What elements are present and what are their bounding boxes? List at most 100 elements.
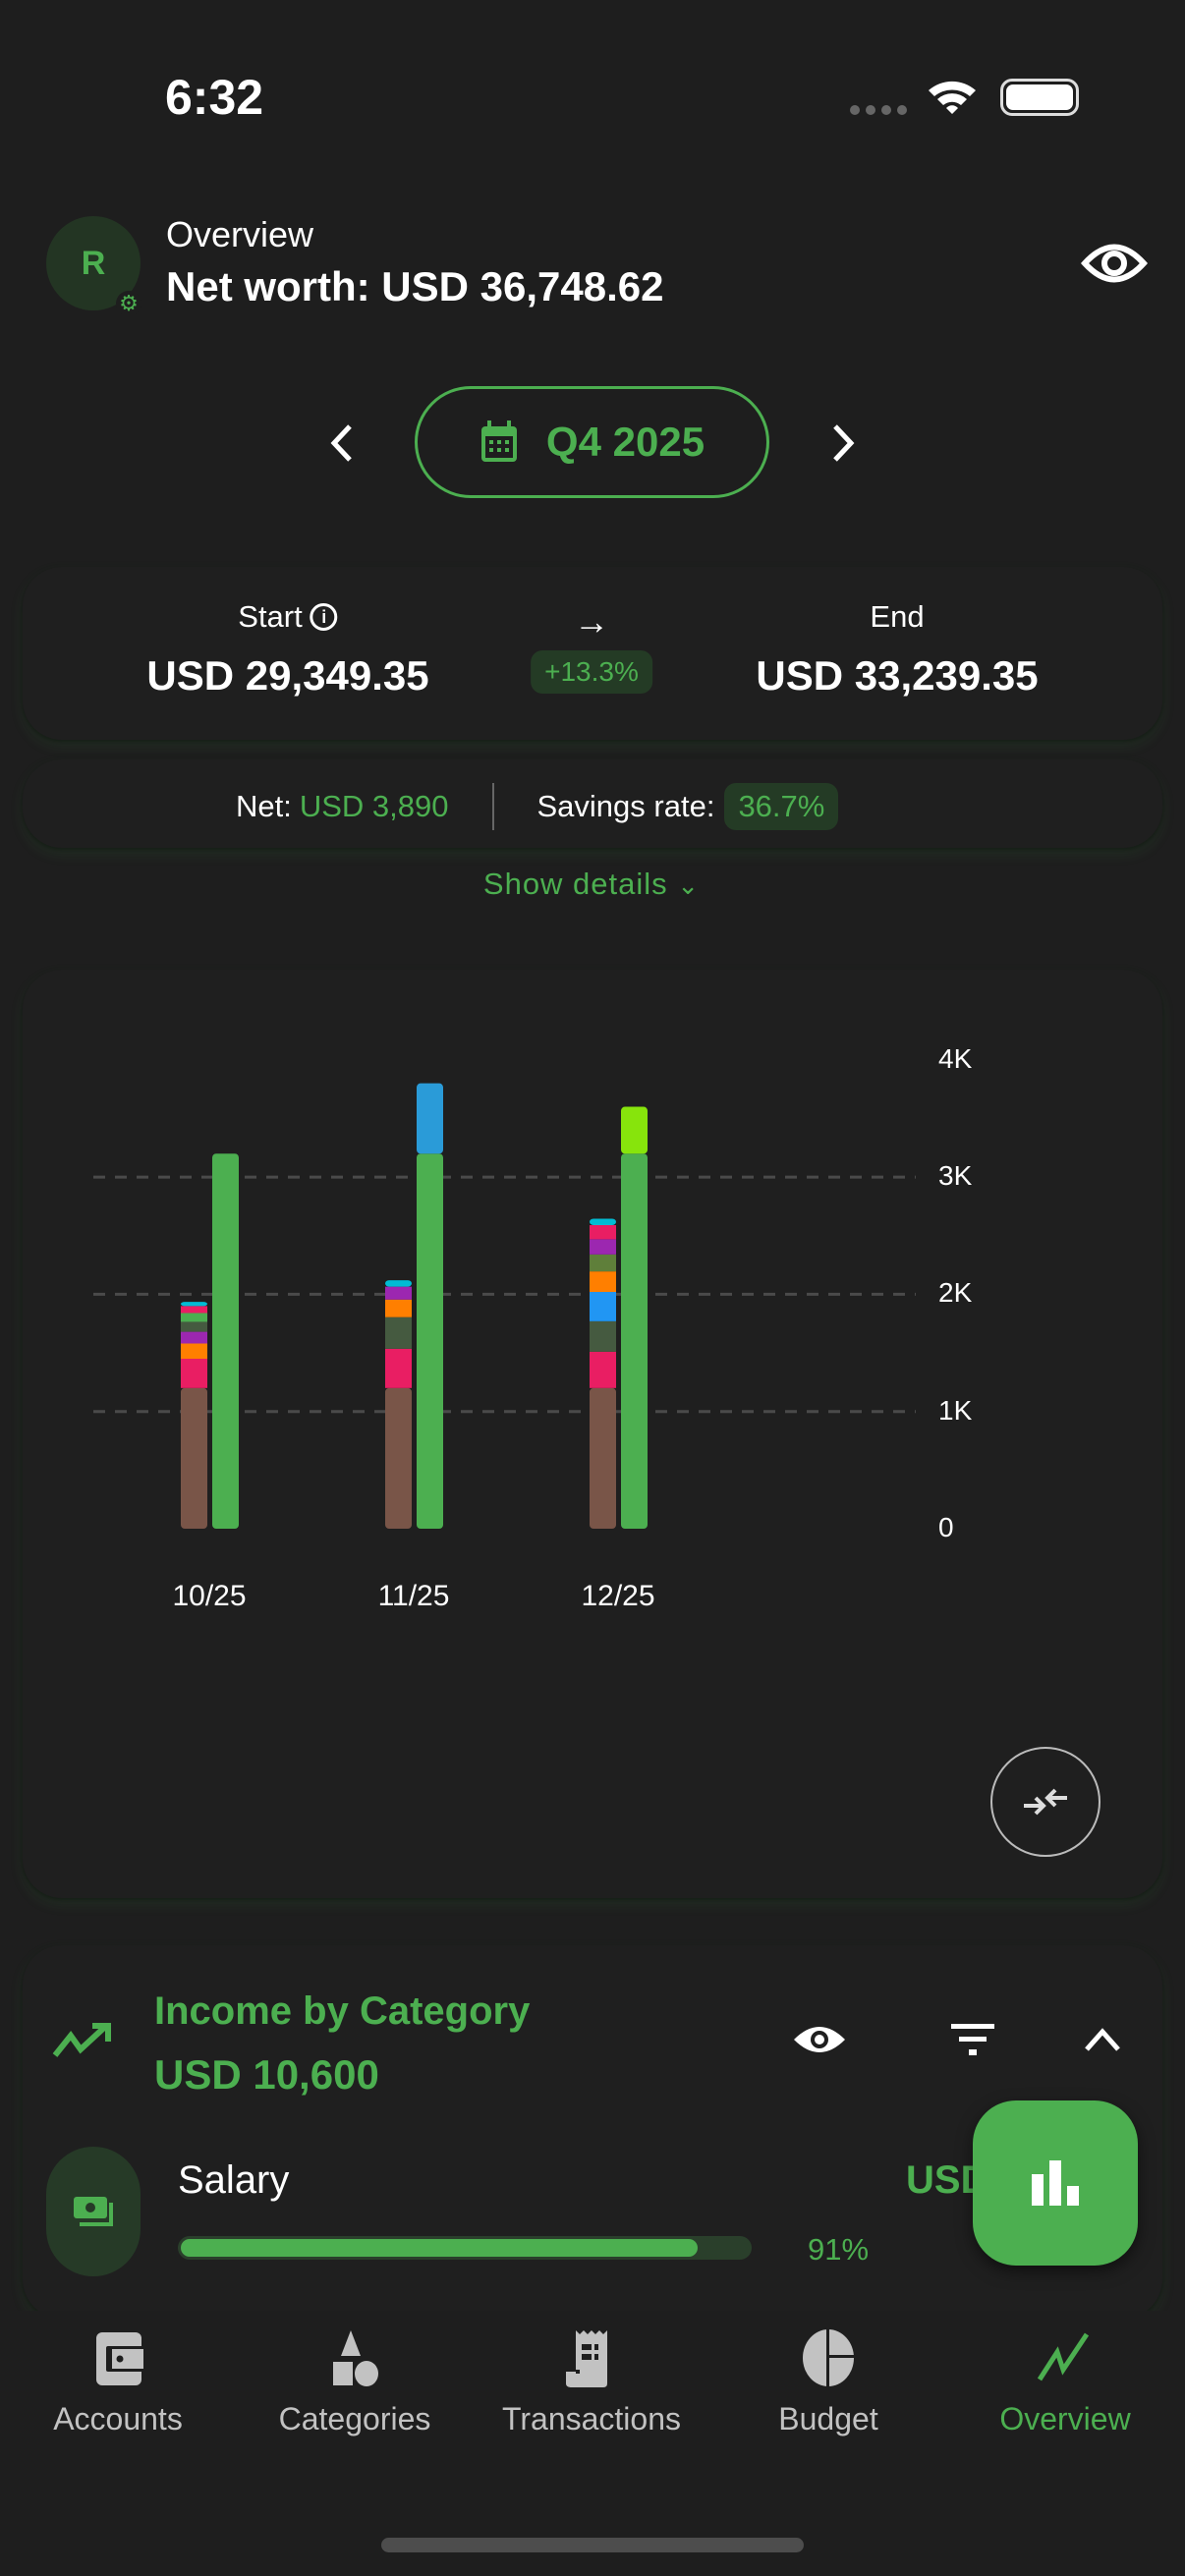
savings-label: Savings rate: xyxy=(536,789,715,823)
nav-transactions[interactable]: Transactions xyxy=(483,2328,700,2437)
nav-label: Transactions xyxy=(502,2401,681,2436)
eye-icon[interactable] xyxy=(791,2020,848,2059)
category-name: Salary xyxy=(178,2158,290,2202)
start-label: Start xyxy=(238,599,303,634)
expense-bar-segment[interactable] xyxy=(385,1387,412,1529)
expense-bar-segment[interactable] xyxy=(181,1302,207,1307)
expense-bar-segment[interactable] xyxy=(385,1316,412,1349)
salary-icon-badge xyxy=(46,2147,141,2276)
income-bar-segment[interactable] xyxy=(212,1153,239,1529)
arrow-right-icon: → xyxy=(574,601,609,642)
avatar[interactable]: R xyxy=(46,216,141,310)
net-card xyxy=(23,759,1162,848)
x-tick-label: 12/25 xyxy=(581,1580,655,1612)
expense-bar-segment[interactable] xyxy=(590,1351,616,1388)
expense-bar-segment[interactable] xyxy=(590,1387,616,1529)
expense-bar-segment[interactable] xyxy=(181,1343,207,1360)
page-title: Overview xyxy=(166,214,314,254)
chevron-down-icon: ⌄ xyxy=(677,870,701,900)
category-percent: 91% xyxy=(808,2232,870,2267)
nav-accounts[interactable]: Accounts xyxy=(10,2328,226,2437)
y-tick-label: 0 xyxy=(938,1512,954,1542)
calendar-icon xyxy=(480,420,517,462)
income-bar-segment[interactable] xyxy=(417,1153,443,1529)
home-indicator[interactable] xyxy=(381,2538,804,2552)
y-tick-label: 3K xyxy=(938,1160,973,1192)
y-tick-label: 2K xyxy=(938,1277,973,1309)
expense-bar-segment[interactable] xyxy=(385,1280,412,1287)
net-row: Net: USD 3,890 Savings rate: 36.7% xyxy=(236,783,839,830)
filter-icon[interactable] xyxy=(949,2022,996,2057)
swap-arrows-icon xyxy=(1024,1788,1067,1816)
y-tick-label: 1K xyxy=(938,1394,973,1426)
bar-chart-icon xyxy=(1032,2160,1079,2206)
chart-fab-button[interactable] xyxy=(973,2100,1138,2266)
wifi-icon xyxy=(929,81,976,114)
net-label: Net: xyxy=(236,789,292,823)
nav-overview[interactable]: Overview xyxy=(957,2328,1173,2437)
show-details-button[interactable]: Show details ⌄ xyxy=(483,867,700,902)
category-progress-bar xyxy=(178,2236,752,2260)
change-badge: +13.3% xyxy=(531,650,652,694)
expense-bar-segment[interactable] xyxy=(385,1348,412,1388)
expense-bar-segment[interactable] xyxy=(590,1271,616,1293)
nav-categories[interactable]: Categories xyxy=(247,2328,463,2437)
battery-icon xyxy=(1000,79,1079,116)
avatar-letter: R xyxy=(81,244,106,282)
expense-bar-segment[interactable] xyxy=(590,1239,616,1255)
period-label: Q4 2025 xyxy=(545,419,705,465)
expense-bar-segment[interactable] xyxy=(181,1387,207,1529)
status-time: 6:32 xyxy=(165,70,264,125)
income-bar-segment[interactable] xyxy=(621,1106,648,1154)
net-worth: Net worth: USD 36,748.62 xyxy=(166,263,664,309)
wallet-icon xyxy=(96,2332,145,2385)
divider xyxy=(491,783,494,830)
expense-bar-segment[interactable] xyxy=(181,1359,207,1388)
expense-bar-segment[interactable] xyxy=(181,1321,207,1332)
bar-chart xyxy=(93,1083,916,1529)
end-label: End xyxy=(870,599,925,634)
expense-bar-segment[interactable] xyxy=(590,1254,616,1272)
savings-badge: 36.7% xyxy=(724,783,839,830)
next-period-button[interactable] xyxy=(827,422,859,464)
expense-bar-segment[interactable] xyxy=(590,1292,616,1321)
expense-bar-segment[interactable] xyxy=(181,1306,207,1314)
period-selector[interactable]: Q4 2025 xyxy=(415,386,769,498)
money-icon xyxy=(74,2197,113,2226)
nav-label: Categories xyxy=(278,2401,431,2436)
start-value: USD 29,349.35 xyxy=(146,652,429,699)
end-value: USD 33,239.35 xyxy=(756,652,1039,699)
income-title: Income by Category xyxy=(154,1989,531,2033)
previous-period-button[interactable] xyxy=(326,422,358,464)
signal-icon xyxy=(850,105,907,115)
x-tick-label: 10/25 xyxy=(172,1580,247,1612)
collapse-chevron-up-icon[interactable] xyxy=(1083,2026,1122,2053)
nav-budget[interactable]: Budget xyxy=(720,2328,936,2437)
shapes-icon xyxy=(333,2330,378,2386)
x-tick-label: 11/25 xyxy=(377,1580,450,1612)
expense-bar-segment[interactable] xyxy=(590,1218,616,1226)
eye-icon[interactable] xyxy=(1081,239,1148,288)
nav-label: Accounts xyxy=(53,2401,183,2436)
expense-bar-segment[interactable] xyxy=(590,1225,616,1240)
settings-gear-icon: ⚙ xyxy=(116,291,141,316)
nav-label: Budget xyxy=(778,2401,878,2436)
income-bar-segment[interactable] xyxy=(621,1153,648,1529)
expense-bar-segment[interactable] xyxy=(385,1286,412,1300)
net-value: USD 3,890 xyxy=(299,789,449,823)
pie-chart-icon xyxy=(803,2328,858,2387)
nav-label: Overview xyxy=(999,2401,1131,2436)
start-label-group: Start i xyxy=(238,599,338,635)
list-item[interactable]: Salary USD 91% xyxy=(0,2142,1185,2279)
y-tick-label: 4K xyxy=(938,1042,973,1074)
income-bar-segment[interactable] xyxy=(417,1083,443,1154)
expense-bar-segment[interactable] xyxy=(385,1299,412,1317)
compare-toggle-button[interactable] xyxy=(990,1747,1100,1857)
expense-bar-segment[interactable] xyxy=(590,1320,616,1352)
receipt-icon xyxy=(566,2330,607,2387)
expense-bar-segment[interactable] xyxy=(181,1331,207,1344)
expense-bar-segment[interactable] xyxy=(181,1313,207,1322)
info-icon[interactable]: i xyxy=(310,603,338,631)
trending-up-icon xyxy=(52,2023,111,2057)
show-details-label: Show details xyxy=(482,867,668,901)
